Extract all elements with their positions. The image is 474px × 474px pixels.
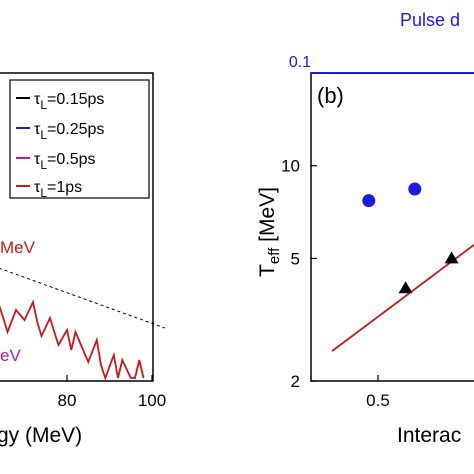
x-tick-80: 80 [58,391,77,410]
panel-b-y-ticks: 2 5 10 [281,157,317,391]
point-circle-1 [408,182,422,196]
y-tick-2: 2 [291,372,300,391]
annotation-ev-purple: eV [0,346,21,365]
legend-label-025: τL=0.25ps [34,121,104,142]
point-circle-0 [362,194,376,208]
y-tick-10: 10 [281,157,300,176]
panel-a: MeV eV 80 100 gy (MeV) τL=0.15ps τL=0.25… [0,72,166,447]
legend-a: τL=0.15ps τL=0.25ps τL=0.5ps τL=1ps [9,79,150,200]
x-tick-100: 100 [138,391,166,410]
panel-a-fit-lines [0,267,165,329]
x-axis-label-b: Interac [397,424,461,447]
x-axis-label-a: gy (MeV) [0,424,82,447]
point-triangle-0 [398,281,413,294]
x-tick-0-5: 0.5 [366,391,390,410]
legend-frame [9,79,150,199]
panel-a-series [0,299,145,381]
panel-label-b: (b) [317,83,344,108]
series-line-0 [0,299,145,381]
y-tick-5: 5 [291,249,300,268]
panel-b-plot-frame [310,72,474,382]
legend-label-1: τL=1ps [34,179,82,200]
y-axis-label-b: Teff [MeV] [256,187,283,277]
top-tick-0-1: 0.1 [289,54,311,71]
fit-line-a-0 [0,267,165,329]
point-triangle-1 [444,251,459,264]
panel-b-marks [331,182,474,352]
legend-label-015: τL=0.15ps [34,91,104,112]
legend-label-05: τL=0.5ps [34,151,96,172]
panel-a-plot-frame [0,72,154,382]
panel-b: Pulse d 0.1 (b) 2 5 10 0.5 Interac Teff [M… [256,10,474,447]
top-axis-label: Pulse d [400,10,460,30]
annotation-mev-red: MeV [0,238,36,257]
